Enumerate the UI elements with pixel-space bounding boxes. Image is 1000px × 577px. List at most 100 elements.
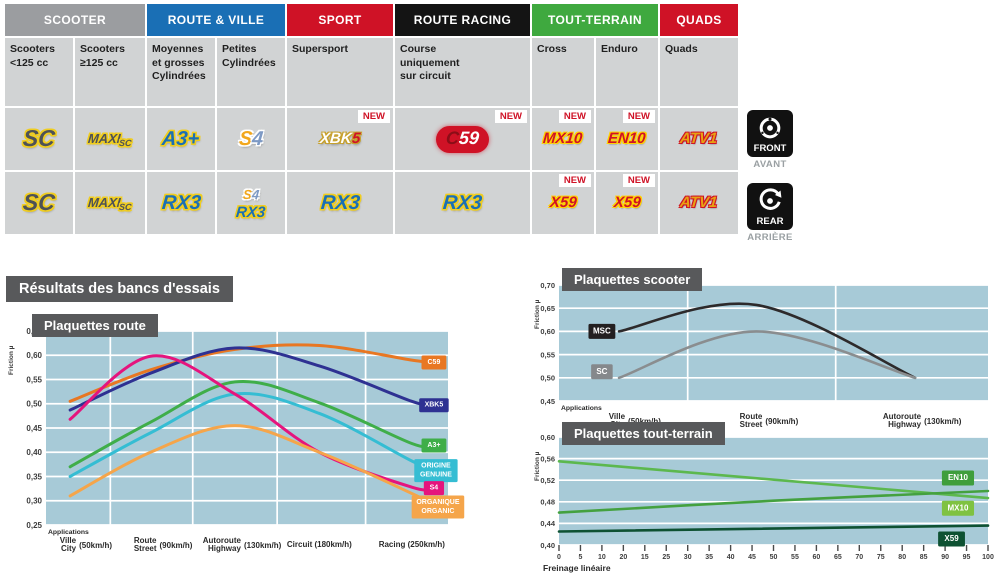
- svg-text:Autoroute: Autoroute: [883, 412, 922, 421]
- svg-text:Ville: Ville: [609, 412, 626, 421]
- svg-text:0,65: 0,65: [540, 304, 555, 313]
- svg-text:0,45: 0,45: [26, 424, 42, 433]
- route-chart-title: Plaquettes route: [32, 314, 158, 337]
- svg-text:S4: S4: [430, 485, 439, 492]
- column-subtitle-course: Course uniquement sur circuit: [395, 38, 530, 106]
- rear-chip: REAR: [747, 183, 793, 230]
- svg-text:SC: SC: [596, 367, 607, 376]
- svg-text:MX10: MX10: [948, 503, 969, 512]
- svg-text:0,60: 0,60: [26, 351, 42, 360]
- group-header-route-ville: ROUTE & VILLE: [147, 4, 285, 36]
- product-logo: ATV1: [679, 194, 719, 211]
- svg-text:15: 15: [641, 554, 649, 561]
- scooter-chart-title: Plaquettes scooter: [562, 268, 703, 291]
- svg-text:C59: C59: [428, 359, 441, 366]
- svg-text:Ville: Ville: [60, 536, 77, 545]
- svg-text:Circuit (180km/h): Circuit (180km/h): [287, 540, 352, 549]
- svg-text:65: 65: [834, 554, 842, 561]
- svg-text:(50km/h): (50km/h): [628, 417, 661, 426]
- svg-text:75: 75: [877, 554, 885, 561]
- svg-text:0: 0: [557, 554, 561, 561]
- svg-text:0,60: 0,60: [540, 327, 555, 336]
- svg-text:95: 95: [963, 554, 971, 561]
- product-cell-row1-mx10: NEW MX10: [532, 108, 594, 170]
- product-logo: RX3: [319, 191, 361, 214]
- product-cell-row1-a3: A3+: [147, 108, 215, 170]
- column-subtitle-scooters: Scooters ≥125 cc: [75, 38, 145, 106]
- product-logo: EN10: [607, 130, 647, 147]
- svg-text:GENUINE: GENUINE: [420, 472, 452, 479]
- front-label: FRONT: [753, 143, 787, 154]
- new-badge: NEW: [494, 110, 527, 123]
- column-subtitle-enduro: Enduro: [596, 38, 658, 106]
- svg-text:(90km/h): (90km/h): [160, 541, 193, 550]
- terrain-chart-title: Plaquettes tout-terrain: [562, 422, 725, 445]
- svg-text:0,45: 0,45: [540, 397, 555, 406]
- column-subtitle-petites: Petites Cylindrées: [217, 38, 285, 106]
- svg-text:Applications: Applications: [48, 529, 89, 536]
- product-cell-row2-rx3: RX3: [395, 172, 530, 234]
- svg-text:ORGANIC: ORGANIC: [421, 508, 454, 515]
- svg-text:30: 30: [684, 554, 692, 561]
- product-cell-row2-s4rx3: S4 RX3: [217, 172, 285, 234]
- svg-text:90: 90: [941, 554, 949, 561]
- group-header-tout-terrain: TOUT-TERRAIN: [532, 4, 658, 36]
- svg-text:0,30: 0,30: [26, 497, 42, 506]
- svg-text:MSC: MSC: [593, 326, 611, 335]
- product-cell-row2-x59: NEW X59: [596, 172, 658, 234]
- new-badge: NEW: [622, 110, 655, 123]
- svg-text:0,60: 0,60: [540, 433, 555, 442]
- svg-text:EN10: EN10: [948, 473, 969, 482]
- svg-text:Applications: Applications: [561, 405, 602, 412]
- product-logo: MAXISC: [87, 195, 133, 212]
- svg-text:Freinage linéaire: Freinage linéaire: [543, 563, 611, 573]
- svg-text:Racing (250km/h): Racing (250km/h): [379, 540, 446, 549]
- svg-text:5: 5: [578, 554, 582, 561]
- front-chip: FRONT: [747, 110, 793, 157]
- scooter-chart-canvas: 0,70 0,65 0,60 0,55 0,50 0,45 Friction µ Applic…: [534, 281, 988, 429]
- rear-label: REAR: [756, 216, 784, 227]
- product-logo: MX10: [542, 130, 584, 147]
- group-header-sport: SPORT: [287, 4, 393, 36]
- column-subtitle-supersport: Supersport: [287, 38, 393, 106]
- product-cell-row1-c59: NEW C59: [395, 108, 530, 170]
- svg-text:0,55: 0,55: [26, 375, 42, 384]
- svg-text:85: 85: [920, 554, 928, 561]
- chart-plaquettes-scooter: Plaquettes scooter 0,70 0,65 0,60 0,55 0,50 0…: [534, 268, 996, 443]
- front-sublabel: AVANT: [753, 159, 787, 170]
- product-cell-row1-xbk5: NEW XBK5: [287, 108, 393, 170]
- svg-text:0,48: 0,48: [540, 498, 555, 507]
- front-position: FRONT AVANT: [744, 110, 796, 170]
- product-cell-row1-sc: SC: [5, 108, 73, 170]
- product-cell-row1-s4: S4: [217, 108, 285, 170]
- svg-text:Route: Route: [740, 412, 763, 421]
- chart-plaquettes-tout-terrain: Plaquettes tout-terrain 0,60 0,56 0,52 0,48…: [534, 422, 996, 577]
- group-header-scooter: SCOOTER: [5, 4, 145, 36]
- svg-text:100: 100: [982, 554, 994, 561]
- product-cell-row2-sc: SC: [5, 172, 73, 234]
- route-chart-canvas: 0,650,600,550,500,450,400,350,300,25Fric…: [8, 327, 465, 553]
- product-logo: XBK5: [319, 130, 361, 147]
- svg-text:(50km/h): (50km/h): [79, 541, 112, 550]
- svg-text:50: 50: [770, 554, 778, 561]
- svg-text:70: 70: [855, 554, 863, 561]
- product-logo: SC: [21, 125, 57, 151]
- svg-text:0,70: 0,70: [540, 281, 555, 290]
- svg-text:Street: Street: [134, 544, 157, 553]
- product-application-table: SCOOTER ROUTE & VILLE SPORT ROUTE RACING TOU…: [5, 4, 738, 234]
- product-logo: S4: [237, 127, 265, 150]
- new-badge: NEW: [558, 110, 591, 123]
- svg-text:45: 45: [748, 554, 756, 561]
- product-cell-row1-en10: NEW EN10: [596, 108, 658, 170]
- column-subtitle-quads: Quads: [660, 38, 738, 106]
- product-logo: X59: [612, 194, 642, 211]
- svg-text:(130km/h): (130km/h): [244, 541, 282, 550]
- new-badge: NEW: [357, 110, 390, 123]
- group-header-quads: QUADS: [660, 4, 738, 36]
- svg-text:55: 55: [791, 554, 799, 561]
- svg-text:Route: Route: [134, 536, 157, 545]
- product-logo: RX3: [442, 191, 483, 214]
- svg-text:(130km/h): (130km/h): [924, 417, 962, 426]
- svg-text:Highway: Highway: [888, 420, 921, 429]
